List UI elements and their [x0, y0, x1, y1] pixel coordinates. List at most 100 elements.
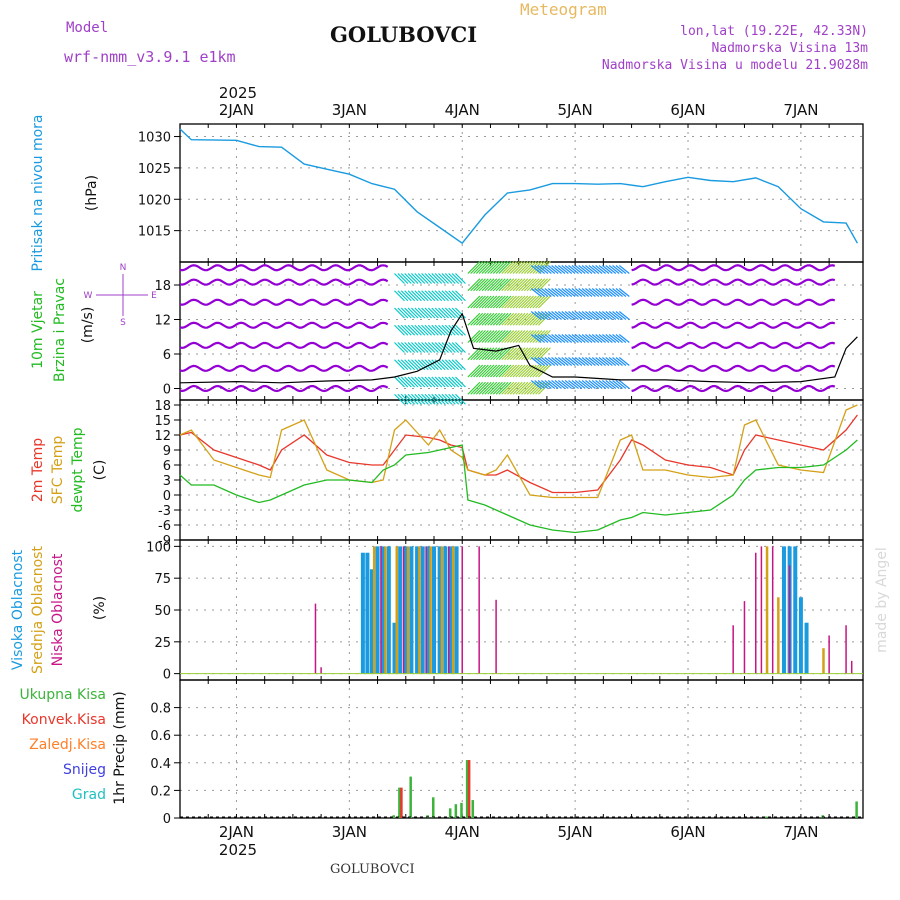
- wind-barb-row: [631, 264, 836, 272]
- wind-barb: [473, 261, 486, 274]
- precip-bar: [448, 808, 452, 818]
- wind-barb: [554, 288, 566, 297]
- wind-barb-row: [179, 264, 389, 272]
- y-tick-label: 6: [163, 348, 171, 363]
- legend-convective-rain: Konvek.Kisa: [22, 712, 106, 728]
- wind-barb: [504, 347, 517, 361]
- wind-barb: [506, 261, 520, 274]
- wind-barb: [578, 265, 590, 274]
- wind-barb: [444, 324, 456, 336]
- wind-barb: [506, 312, 520, 326]
- wind-barb: [397, 307, 409, 319]
- wind-barb: [530, 288, 542, 297]
- cloud-bar: [804, 622, 809, 674]
- wind-barb: [595, 334, 606, 343]
- wind-barb: [495, 295, 509, 309]
- wind-barb: [515, 278, 529, 292]
- wind-barb: [571, 265, 583, 274]
- wind-barb: [521, 330, 534, 343]
- wind-barb: [504, 381, 517, 395]
- wind-barb: [407, 290, 419, 302]
- wind-barb: [448, 290, 460, 302]
- pressure-unit: (hPa): [84, 175, 100, 211]
- wind-barb: [506, 381, 520, 395]
- wind-barb: [618, 288, 630, 297]
- wind-barb: [481, 261, 495, 274]
- wind-barb: [544, 380, 556, 389]
- wind-barb: [495, 312, 509, 326]
- x-tick-label-bottom: 2JAN: [219, 823, 254, 841]
- y-tick-label: 0.2: [150, 784, 171, 799]
- wind-barb: [424, 290, 436, 302]
- wind-barb: [538, 364, 551, 378]
- wind-barb: [515, 381, 529, 395]
- wind-barb: [495, 330, 509, 343]
- wind-barb: [397, 290, 409, 302]
- wind-barb: [481, 330, 495, 343]
- wind-barb: [478, 261, 492, 274]
- wind-barb: [512, 278, 526, 292]
- cloud-bar: [451, 546, 455, 674]
- wind-barb: [470, 364, 484, 378]
- wind-barb: [421, 376, 433, 388]
- wind-barb: [448, 273, 460, 284]
- wind-barb: [455, 393, 466, 405]
- wind-barb: [473, 364, 486, 378]
- wind-barb: [515, 312, 529, 326]
- wind-barb: [417, 273, 429, 284]
- wind-barb: [487, 330, 501, 343]
- cloud-bar: [798, 597, 803, 674]
- wind-barb: [608, 357, 620, 366]
- wind-barb: [451, 290, 463, 302]
- wind-barb: [492, 381, 506, 395]
- wind-barb: [484, 364, 498, 378]
- wind-barb: [541, 380, 552, 389]
- wind-barb: [394, 273, 405, 284]
- wind-barb: [495, 364, 509, 378]
- wind-barb: [581, 380, 593, 389]
- wind-barb: [441, 273, 453, 284]
- wind-barb: [518, 278, 532, 292]
- precip-bar: [855, 801, 858, 818]
- wind-barb: [512, 312, 526, 326]
- wind-barb-row: [631, 278, 836, 286]
- wind-barb: [504, 364, 517, 378]
- wind-barb: [534, 357, 546, 366]
- wind-unit: (m/s): [80, 307, 96, 344]
- wind-barb: [495, 278, 509, 292]
- wind-barb: [581, 311, 593, 320]
- wind-barb: [481, 381, 495, 395]
- precip-bar: [465, 760, 469, 818]
- wind-barb: [506, 278, 520, 292]
- wind-barb: [541, 265, 552, 274]
- cloud-bar: [781, 546, 786, 674]
- wind-barb: [414, 307, 426, 319]
- wind-barb: [481, 312, 495, 326]
- wind-barb: [615, 311, 627, 320]
- wind-barb: [541, 334, 552, 343]
- wind-barb: [554, 334, 566, 343]
- wind-barb: [501, 364, 515, 378]
- precip-bar: [432, 797, 435, 818]
- wind-barb: [523, 381, 537, 395]
- wind-barb: [547, 357, 559, 366]
- cloud-bar: [777, 597, 780, 674]
- wind-barb: [532, 261, 546, 274]
- temp-unit: (C): [92, 460, 108, 481]
- wind-barb-row: [179, 278, 389, 286]
- wind-barb: [509, 330, 523, 343]
- wind-barb: [526, 347, 540, 361]
- wind-barb: [518, 347, 532, 361]
- wind-barb: [404, 393, 416, 405]
- wind-barb: [417, 324, 429, 336]
- wind-barb: [535, 278, 549, 292]
- wind-barb: [414, 290, 426, 302]
- wind-barb: [535, 330, 549, 343]
- wind-barb: [448, 307, 460, 319]
- wind-barb: [574, 380, 586, 389]
- wind-barb: [551, 311, 562, 320]
- cloud-bar: [426, 546, 431, 674]
- wind-barb: [602, 334, 613, 343]
- wind-barb: [427, 359, 439, 371]
- wind-barb: [591, 380, 603, 389]
